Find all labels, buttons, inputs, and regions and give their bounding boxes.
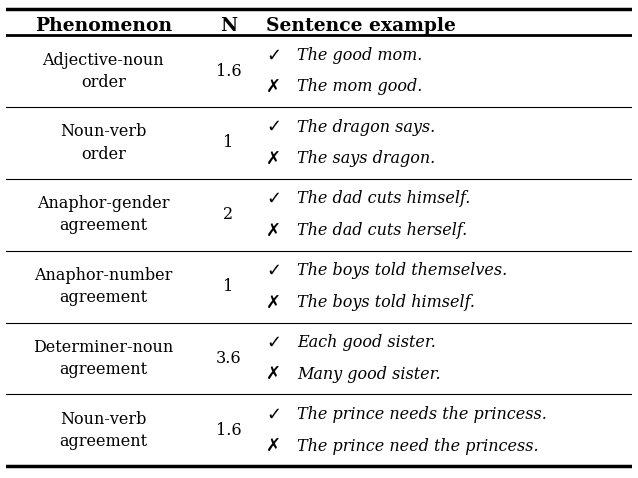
Text: The dad cuts herself.: The dad cuts herself. [297,222,468,239]
Text: ✓: ✓ [266,262,281,280]
Text: Anaphor-number
agreement: Anaphor-number agreement [34,267,172,306]
Text: ✓: ✓ [266,118,281,136]
Text: The boys told themselves.: The boys told themselves. [297,262,507,279]
Text: Many good sister.: Many good sister. [297,366,441,383]
Text: 1.6: 1.6 [216,422,241,439]
Text: ✗: ✗ [266,150,281,168]
Text: ✗: ✗ [266,78,281,96]
Text: Phenomenon: Phenomenon [34,17,172,35]
Text: ✗: ✗ [266,222,281,239]
Text: The boys told himself.: The boys told himself. [297,294,475,311]
Text: 1.6: 1.6 [216,63,241,80]
Text: The prince needs the princess.: The prince needs the princess. [297,406,547,423]
Text: ✗: ✗ [266,293,281,312]
Text: Each good sister.: Each good sister. [297,334,436,351]
Text: The mom good.: The mom good. [297,78,422,96]
Text: ✗: ✗ [266,365,281,383]
Text: Sentence example: Sentence example [266,17,456,35]
Text: ✓: ✓ [266,334,281,352]
Text: The dad cuts himself.: The dad cuts himself. [297,191,470,207]
Text: 1: 1 [223,134,234,152]
Text: The dragon says.: The dragon says. [297,119,435,136]
Text: ✗: ✗ [266,437,281,455]
Text: The good mom.: The good mom. [297,47,422,64]
Text: 1: 1 [223,278,234,295]
Text: Anaphor-gender
agreement: Anaphor-gender agreement [37,195,170,234]
Text: ✓: ✓ [266,46,281,65]
Text: Noun-verb
order: Noun-verb order [60,123,147,163]
Text: Adjective-noun
order: Adjective-noun order [43,52,164,91]
Text: 3.6: 3.6 [216,350,241,367]
Text: The says dragon.: The says dragon. [297,150,435,167]
Text: Determiner-noun
agreement: Determiner-noun agreement [33,339,174,378]
Text: 2: 2 [223,206,234,223]
Text: The prince need the princess.: The prince need the princess. [297,437,538,455]
Text: ✓: ✓ [266,405,281,424]
Text: ✓: ✓ [266,190,281,208]
Text: Noun-verb
agreement: Noun-verb agreement [59,411,147,450]
Text: N: N [219,17,237,35]
